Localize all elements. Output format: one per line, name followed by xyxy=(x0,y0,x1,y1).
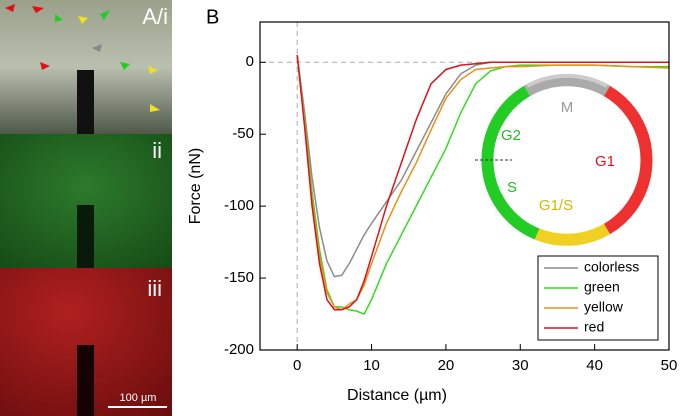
phase-label: G1 xyxy=(595,153,615,170)
legend-box xyxy=(537,255,659,341)
legend-label: colorless xyxy=(584,259,639,275)
x-axis-label: Distance (µm) xyxy=(347,387,447,404)
legend-label: red xyxy=(584,319,604,335)
panel-label: B xyxy=(206,6,219,28)
legend: colorless green yellow red xyxy=(537,255,659,341)
x-tick-label: 50 xyxy=(661,357,678,374)
legend-label: yellow xyxy=(584,299,624,315)
probe xyxy=(77,205,94,268)
arrows xyxy=(5,4,160,112)
phase-label: S xyxy=(507,179,517,196)
scale-bar-label: 100 µm xyxy=(120,392,157,404)
cell-cycle xyxy=(475,73,653,246)
probe xyxy=(77,70,94,134)
data-line xyxy=(296,55,670,311)
y-tick-label: 0 xyxy=(246,53,254,70)
phase-label: M xyxy=(561,99,574,116)
x-tick-label: 0 xyxy=(293,357,301,374)
panel-label: A/i xyxy=(142,4,168,29)
x-tick-label: 40 xyxy=(586,357,603,374)
x-tick-label: 30 xyxy=(512,357,529,374)
x-tick-label: 20 xyxy=(438,357,455,374)
y-tick-label: -100 xyxy=(224,197,254,214)
probe xyxy=(77,345,94,416)
phase-label: G1/S xyxy=(539,197,573,214)
legend-label: green xyxy=(584,279,620,295)
y-tick-label: -200 xyxy=(224,341,254,358)
y-tick-label: -50 xyxy=(232,125,254,142)
data-line xyxy=(296,55,669,311)
phase-label: G2 xyxy=(501,127,521,144)
panel-label: iii xyxy=(147,276,162,301)
y-tick-label: -150 xyxy=(224,269,254,286)
plot-frame xyxy=(259,21,670,351)
plot: 0 10 20 30 40 50 -200 -150 -100 -50 0 xyxy=(224,21,678,374)
x-tick-label: 10 xyxy=(363,357,380,374)
y-axis-label: Force (nN) xyxy=(187,148,204,224)
panel-label: ii xyxy=(152,138,162,163)
